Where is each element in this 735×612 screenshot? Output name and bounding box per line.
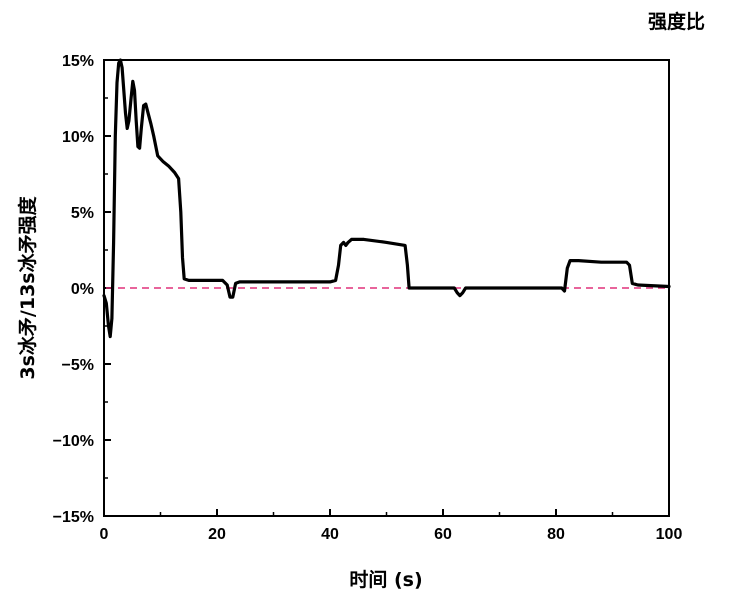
x-tick-label: 60 — [434, 526, 452, 543]
y-tick-label: 0% — [71, 281, 94, 298]
y-tick-label: 15% — [62, 53, 94, 70]
y-axis-label: 3s冰矛/13s冰矛强度 — [16, 195, 39, 379]
y-tick-label: −15% — [53, 509, 94, 526]
x-tick-label: 100 — [656, 526, 683, 543]
y-tick-label: −5% — [62, 357, 94, 374]
x-axis-label: 时间 (s) — [349, 569, 422, 591]
series-line — [102, 58, 671, 339]
x-tick-label: 80 — [547, 526, 565, 543]
x-tick-label: 20 — [208, 526, 226, 543]
x-tick-label: 0 — [100, 526, 109, 543]
y-tick-label: 10% — [62, 129, 94, 146]
y-axis-ticks: 15% 10% 5% 0% −5% −10% −15% — [53, 53, 111, 526]
y-tick-label: −10% — [53, 433, 94, 450]
x-axis-ticks: 0 20 40 60 80 100 — [100, 509, 683, 543]
chart-title: 强度比 — [648, 10, 705, 33]
y-tick-label: 5% — [71, 205, 94, 222]
x-tick-label: 40 — [321, 526, 339, 543]
